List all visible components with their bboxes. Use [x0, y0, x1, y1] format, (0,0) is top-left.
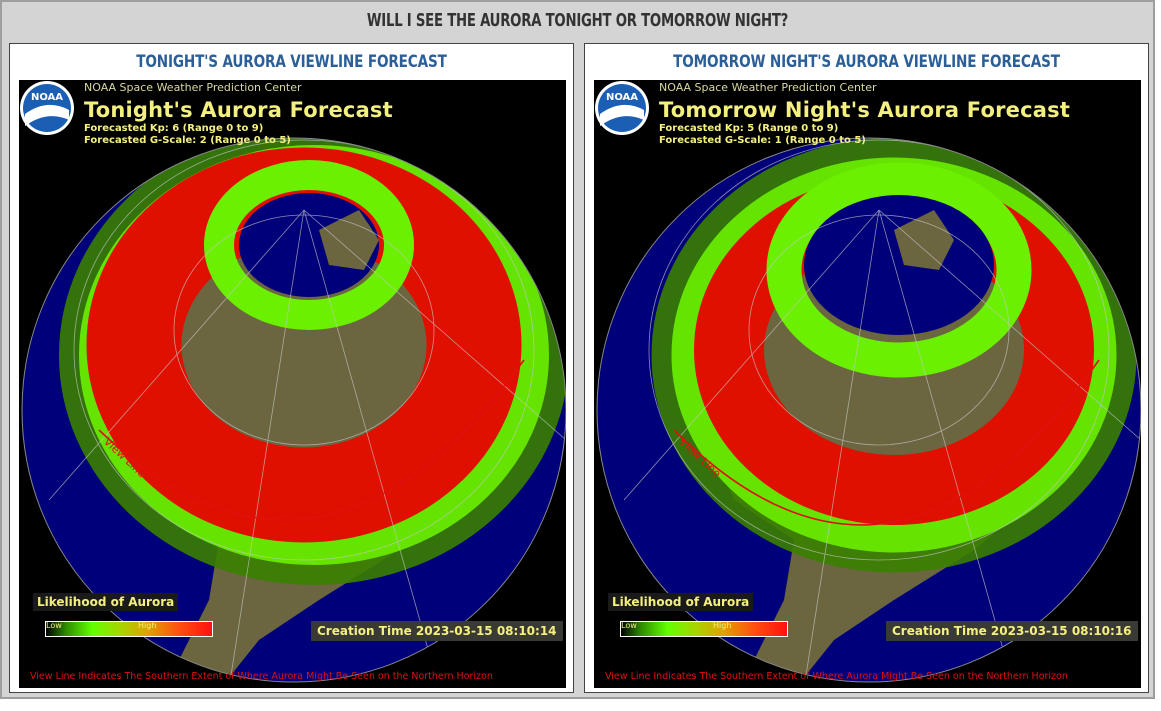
likelihood-legend-title: Likelihood of Aurora — [608, 593, 754, 611]
creation-time: Creation Time 2023-03-15 08:10:16 — [886, 621, 1138, 641]
svg-text:NOAA: NOAA — [606, 92, 638, 103]
noaa-logo-icon: NOAA — [595, 81, 649, 135]
panel-tomorrow: TOMORROW NIGHT'S AURORA VIEWLINE FORECAS… — [584, 43, 1149, 693]
globe-graphic — [596, 137, 1141, 683]
view-line — [98, 359, 525, 521]
kp-value: Forecasted Kp: 6 (Range 0 to 9) — [84, 123, 264, 134]
aurora-forecast-map[interactable]: NOAA NOAA Space Weather Prediction Cente… — [19, 80, 566, 688]
kp-value: Forecasted Kp: 5 (Range 0 to 9) — [659, 123, 839, 134]
org-label: NOAA Space Weather Prediction Center — [84, 81, 302, 94]
likelihood-gradient-bar — [620, 621, 788, 637]
creation-time: Creation Time 2023-03-15 08:10:14 — [311, 621, 563, 641]
forecast-title: Tonight's Aurora Forecast — [84, 98, 393, 122]
noaa-logo-icon: NOAA — [20, 81, 74, 135]
legend-low-label: Low — [46, 621, 62, 630]
lat-lon-grid — [48, 139, 566, 682]
svg-text:NOAA: NOAA — [31, 92, 63, 103]
legend-high-label: High — [713, 621, 732, 630]
panel-heading: TONIGHT'S AURORA VIEWLINE FORECAST — [136, 52, 447, 72]
aurora-forecast-map[interactable]: NOAA NOAA Space Weather Prediction Cente… — [594, 80, 1141, 688]
panel-heading: TOMORROW NIGHT'S AURORA VIEWLINE FORECAS… — [673, 52, 1060, 72]
view-line-footnote: View Line Indicates The Southern Extent … — [605, 671, 1068, 682]
org-label: NOAA Space Weather Prediction Center — [659, 81, 877, 94]
lat-lon-grid — [623, 139, 1141, 682]
aurora-page: WILL I SEE THE AURORA TONIGHT OR TOMORRO… — [0, 0, 1155, 699]
legend-high-label: High — [138, 621, 157, 630]
likelihood-legend-title: Likelihood of Aurora — [33, 593, 179, 611]
globe-graphic — [21, 137, 566, 683]
page-title: WILL I SEE THE AURORA TONIGHT OR TOMORRO… — [366, 10, 789, 31]
likelihood-gradient-bar — [45, 621, 213, 637]
gscale-value: Forecasted G-Scale: 1 (Range 0 to 5) — [659, 135, 866, 146]
legend-low-label: Low — [621, 621, 637, 630]
view-line-footnote: View Line Indicates The Southern Extent … — [30, 671, 493, 682]
panel-tonight: TONIGHT'S AURORA VIEWLINE FORECAST — [9, 43, 574, 693]
forecast-title: Tomorrow Night's Aurora Forecast — [659, 98, 1071, 122]
gscale-value: Forecasted G-Scale: 2 (Range 0 to 5) — [84, 135, 291, 146]
view-line — [673, 359, 1100, 526]
